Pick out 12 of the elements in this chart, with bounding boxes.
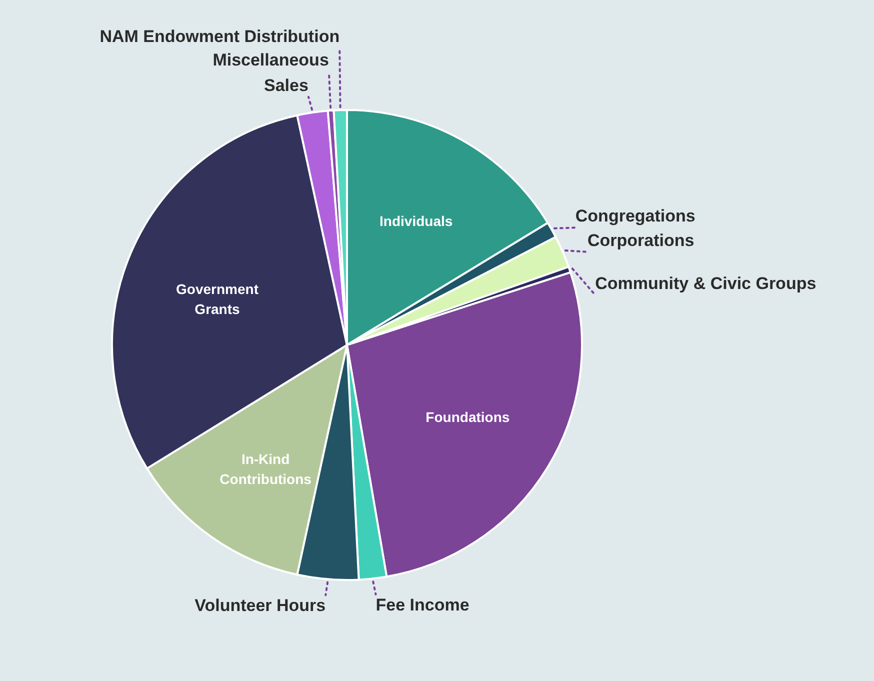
slice-label: Volunteer Hours <box>194 596 326 616</box>
slice-label: Fee Income <box>376 595 470 614</box>
slice-label: Government Grants <box>176 280 259 317</box>
slice-label: Congregations <box>575 206 696 226</box>
slice-label: In-Kind Contributions <box>220 451 312 488</box>
slice-label: Sales <box>264 76 308 95</box>
slice-label: NAM Endowment Distribution <box>100 27 340 46</box>
slice-label: Miscellaneous <box>212 50 329 70</box>
slice-label: Foundations <box>426 408 510 425</box>
slice-label: Community & Civic Groups <box>595 274 816 293</box>
slice-label: Individuals <box>380 213 453 230</box>
slice-label: Corporations <box>587 230 694 250</box>
